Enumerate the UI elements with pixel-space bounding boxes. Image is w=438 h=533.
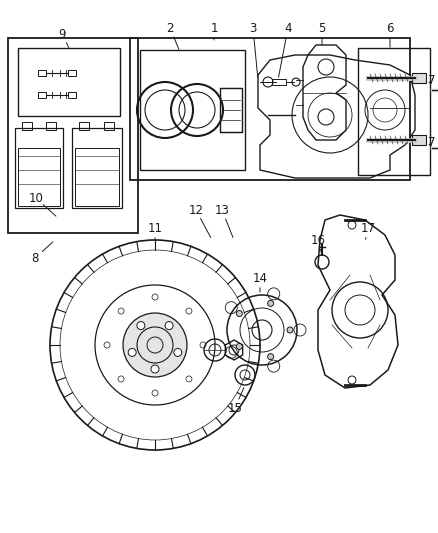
Bar xyxy=(38,70,46,76)
Text: 4: 4 xyxy=(284,21,292,35)
Circle shape xyxy=(137,321,145,329)
Text: 11: 11 xyxy=(148,222,162,235)
Bar xyxy=(140,50,245,170)
Text: 5: 5 xyxy=(318,21,326,35)
Text: 10: 10 xyxy=(28,191,43,205)
Text: 7: 7 xyxy=(428,74,436,86)
Circle shape xyxy=(151,365,159,373)
Bar xyxy=(75,148,119,206)
Bar xyxy=(72,128,122,208)
Circle shape xyxy=(287,327,293,333)
Text: 13: 13 xyxy=(215,204,230,216)
Circle shape xyxy=(237,311,242,317)
Text: 15: 15 xyxy=(228,401,243,415)
Circle shape xyxy=(123,313,187,377)
Bar xyxy=(46,122,56,130)
Bar xyxy=(272,79,286,85)
Bar xyxy=(412,135,426,145)
Circle shape xyxy=(174,349,182,357)
Bar xyxy=(38,92,46,98)
Bar xyxy=(412,73,426,83)
Text: 2: 2 xyxy=(166,21,174,35)
Bar xyxy=(22,122,32,130)
Circle shape xyxy=(128,349,136,357)
Text: 14: 14 xyxy=(252,271,268,285)
Circle shape xyxy=(237,343,242,350)
Text: 8: 8 xyxy=(31,252,39,264)
Bar xyxy=(130,38,410,180)
Text: 3: 3 xyxy=(249,21,257,35)
Text: 17: 17 xyxy=(360,222,375,235)
Text: 9: 9 xyxy=(58,28,66,41)
Bar xyxy=(68,92,76,98)
Bar xyxy=(358,48,430,175)
Bar xyxy=(68,70,76,76)
Bar xyxy=(104,122,114,130)
Circle shape xyxy=(268,301,274,306)
Bar xyxy=(18,48,120,116)
Text: 1: 1 xyxy=(210,21,218,35)
Text: 6: 6 xyxy=(386,21,394,35)
Bar xyxy=(220,88,242,132)
Circle shape xyxy=(165,321,173,329)
Bar xyxy=(18,148,60,206)
Text: 12: 12 xyxy=(188,204,204,216)
Circle shape xyxy=(268,353,274,360)
Bar xyxy=(79,122,89,130)
Bar xyxy=(8,38,138,233)
Text: 7: 7 xyxy=(428,135,436,149)
Text: 16: 16 xyxy=(311,233,325,246)
Bar xyxy=(15,128,63,208)
